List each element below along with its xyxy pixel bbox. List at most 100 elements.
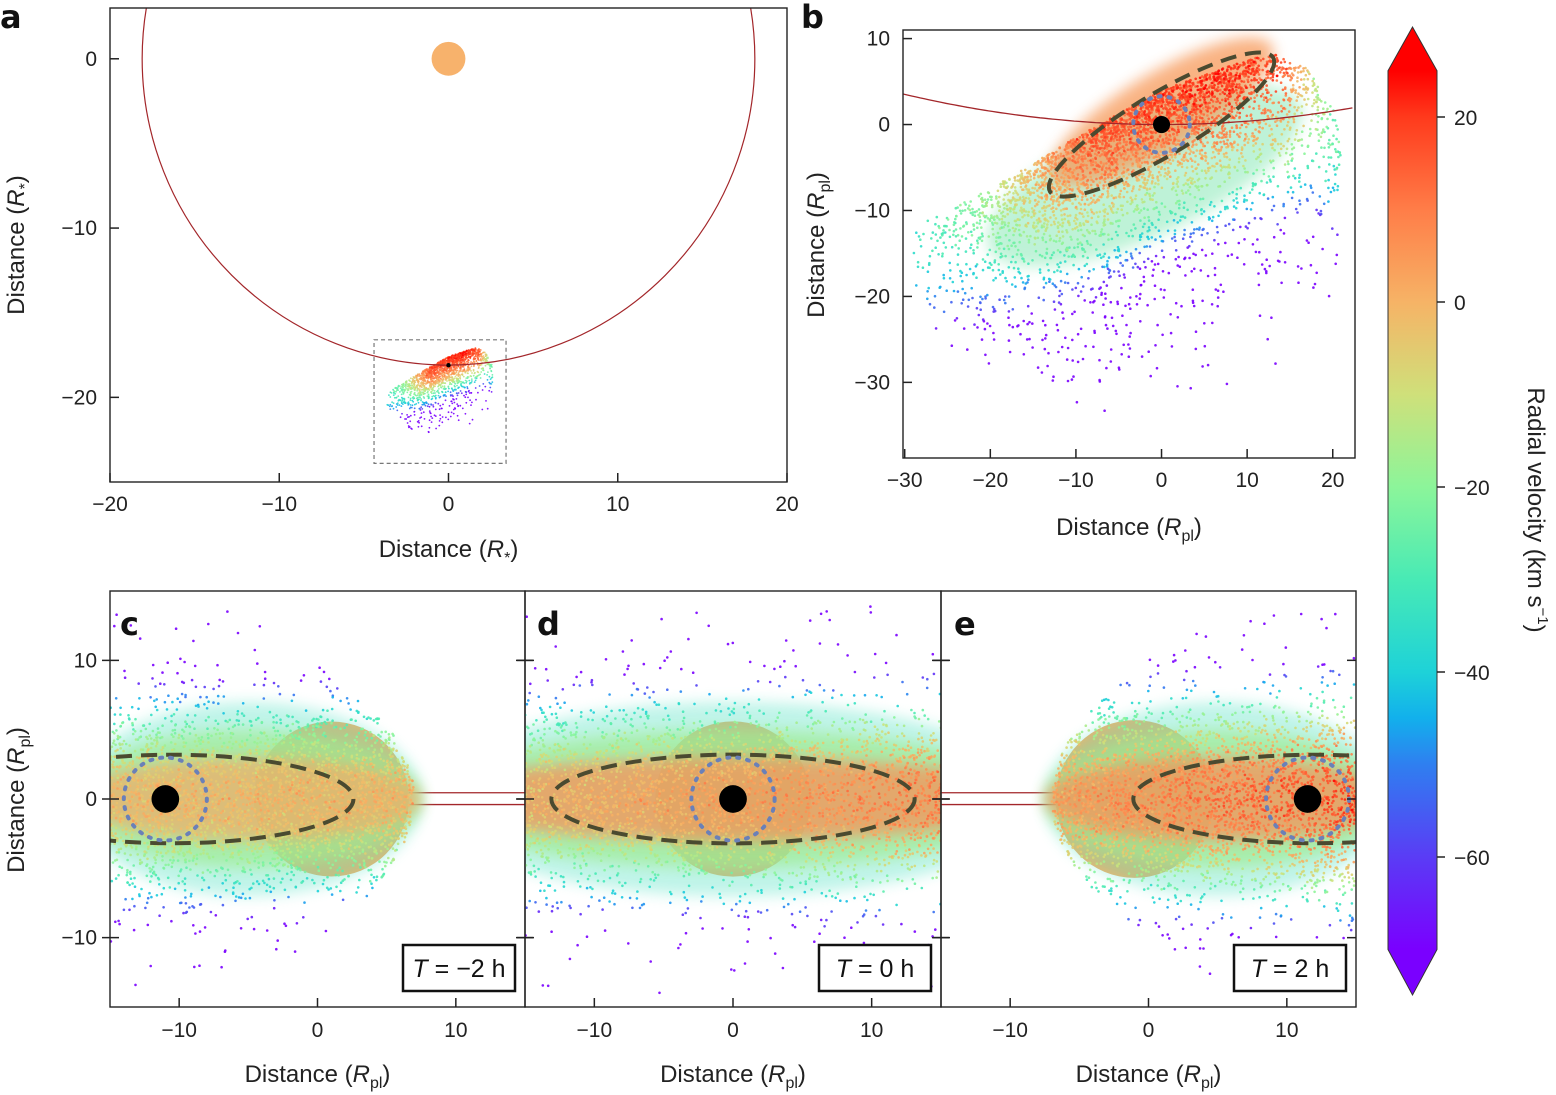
scatter-point <box>1073 160 1077 164</box>
scatter-point <box>995 214 999 218</box>
scatter-point <box>1013 186 1017 189</box>
scatter-point <box>1207 169 1210 173</box>
scatter-point <box>1141 201 1144 204</box>
scatter-point <box>442 403 444 406</box>
scatter-point <box>1186 178 1189 182</box>
x-axis-label: Distance (R*) <box>379 536 519 567</box>
scatter-point <box>1072 254 1076 258</box>
scatter-point <box>1112 157 1115 160</box>
scatter-point <box>1034 249 1038 253</box>
scatter-point <box>1290 196 1294 200</box>
scatter-point <box>409 391 412 393</box>
scatter-point <box>1041 157 1045 160</box>
scatter-point <box>410 384 413 387</box>
scatter-point <box>1139 147 1142 150</box>
scatter-point <box>1270 143 1274 147</box>
scatter-point <box>470 349 472 351</box>
scatter-point <box>1324 170 1328 173</box>
scatter-point <box>480 356 483 358</box>
scatter-point <box>1002 198 1005 201</box>
scatter-point <box>1035 218 1039 222</box>
scatter-point <box>1075 400 1079 404</box>
scatter-point <box>965 273 968 277</box>
scatter-point <box>386 403 389 406</box>
scatter-point <box>981 234 984 238</box>
scatter-point <box>1004 276 1007 280</box>
scatter-point <box>1119 189 1123 193</box>
scatter-point <box>1297 66 1300 69</box>
scatter-point <box>491 376 494 379</box>
scatter-point <box>1162 142 1166 145</box>
scatter-point <box>392 402 395 404</box>
scatter-point <box>930 237 933 240</box>
scatter-point <box>452 408 455 411</box>
scatter-point <box>479 358 482 360</box>
scatter-point <box>1003 193 1006 197</box>
scatter-point <box>928 302 932 306</box>
scatter-point <box>1140 175 1144 179</box>
scatter-point <box>1095 177 1098 181</box>
scatter-point <box>1120 286 1123 290</box>
scatter-point <box>1155 206 1158 209</box>
scatter-point <box>1194 154 1197 158</box>
scatter-point <box>1070 378 1074 381</box>
scatter-point <box>438 420 441 422</box>
scatter-point <box>996 202 999 205</box>
scatter-point <box>1076 183 1079 187</box>
scatter-point <box>1185 120 1189 124</box>
scatter-point <box>393 390 396 393</box>
scatter-point <box>1200 185 1203 188</box>
scatter-point <box>1328 113 1332 116</box>
scatter-point <box>1258 125 1261 129</box>
scatter-point <box>1141 225 1145 229</box>
scatter-point <box>1209 127 1212 131</box>
scatter-point <box>916 260 920 264</box>
scatter-point <box>1229 142 1232 145</box>
scatter-point <box>1095 248 1098 251</box>
scatter-point <box>1120 353 1123 356</box>
scatter-point <box>439 369 441 372</box>
scatter-point <box>1103 210 1107 214</box>
scatter-point <box>1178 265 1182 269</box>
scatter-point <box>1142 280 1146 283</box>
scatter-point <box>1085 239 1089 243</box>
scatter-point <box>410 427 412 430</box>
plot-area <box>141 8 756 464</box>
scatter-point <box>417 401 420 404</box>
scatter-point <box>1206 162 1210 165</box>
scatter-point <box>1065 207 1068 210</box>
axis-label-subscript: * <box>504 550 510 567</box>
scatter-point <box>986 322 989 325</box>
scatter-point <box>1059 152 1063 156</box>
scatter-point <box>1287 67 1290 70</box>
scatter-point <box>1036 203 1039 206</box>
scatter-point <box>915 284 918 287</box>
scatter-point <box>420 398 422 400</box>
scatter-point <box>1001 210 1005 214</box>
scatter-point <box>1122 187 1126 190</box>
scatter-point <box>1275 79 1279 82</box>
scatter-point <box>1020 276 1023 280</box>
scatter-point <box>994 276 997 280</box>
scatter-point <box>1064 164 1067 167</box>
scatter-point <box>1223 108 1226 111</box>
scatter-point <box>1276 259 1280 263</box>
scatter-point <box>1066 281 1070 285</box>
scatter-point <box>1178 161 1182 165</box>
scatter-point <box>451 376 453 378</box>
scatter-point <box>444 378 447 381</box>
scatter-point <box>1106 327 1109 330</box>
scatter-point <box>468 353 471 355</box>
scatter-point <box>1092 345 1095 349</box>
scatter-point <box>1083 264 1087 268</box>
scatter-point <box>1300 138 1304 141</box>
scatter-point <box>976 226 979 230</box>
scatter-point <box>1274 362 1277 365</box>
scatter-point <box>451 394 453 396</box>
scatter-point <box>991 227 994 231</box>
scatter-point <box>1290 143 1294 146</box>
scatter-point <box>415 376 418 379</box>
scatter-point <box>459 359 462 362</box>
scatter-point <box>1091 158 1095 161</box>
scatter-point <box>1254 250 1258 254</box>
